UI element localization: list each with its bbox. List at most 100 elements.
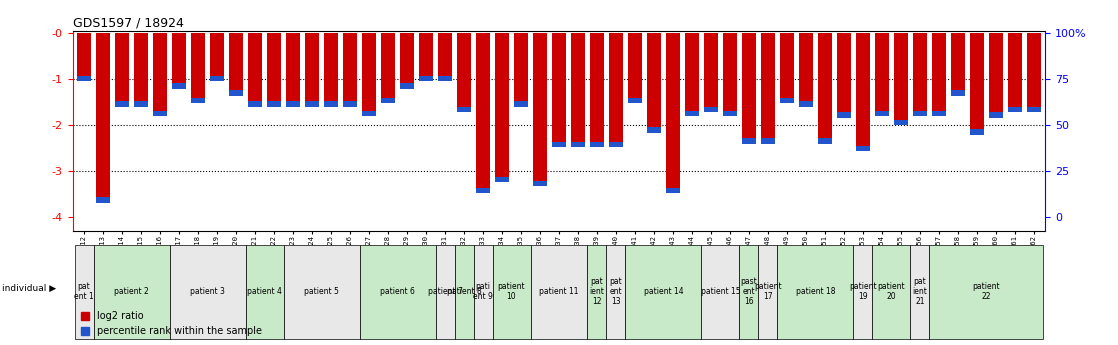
Bar <box>552 142 566 147</box>
Bar <box>362 111 376 116</box>
Text: patient 14: patient 14 <box>644 287 683 296</box>
Bar <box>590 33 604 142</box>
Bar <box>153 111 167 116</box>
Bar <box>96 197 110 203</box>
Bar <box>246 245 284 338</box>
Bar <box>780 33 794 98</box>
Bar <box>701 245 739 338</box>
Text: past
ent
16: past ent 16 <box>740 277 757 306</box>
Bar <box>77 76 91 81</box>
Bar <box>343 33 357 101</box>
Bar <box>951 33 965 90</box>
Legend: log2 ratio, percentile rank within the sample: log2 ratio, percentile rank within the s… <box>77 307 266 340</box>
Text: patient 4: patient 4 <box>247 287 282 296</box>
Bar <box>587 245 606 338</box>
Bar <box>872 245 910 338</box>
Bar <box>1027 33 1041 107</box>
Bar <box>77 33 91 76</box>
Bar <box>989 33 1003 112</box>
Bar <box>628 33 642 98</box>
Bar <box>799 33 813 101</box>
Bar <box>609 142 623 147</box>
Bar <box>438 33 452 76</box>
Bar <box>913 33 927 111</box>
Bar <box>932 111 946 116</box>
Bar <box>191 98 205 103</box>
Text: patient
22: patient 22 <box>973 282 1001 301</box>
Text: patient 6: patient 6 <box>380 287 415 296</box>
Text: pati
ent 9: pati ent 9 <box>473 282 493 301</box>
Bar <box>913 111 927 116</box>
Bar <box>115 101 129 107</box>
Bar <box>400 33 414 83</box>
Bar <box>970 129 984 135</box>
Bar <box>457 107 471 112</box>
Bar <box>1027 107 1041 112</box>
Bar <box>531 245 587 338</box>
Bar <box>267 33 281 101</box>
Bar <box>704 107 718 112</box>
Text: patient 15: patient 15 <box>701 287 740 296</box>
Bar <box>685 33 699 111</box>
Bar <box>666 33 680 188</box>
Text: patient
20: patient 20 <box>878 282 906 301</box>
Bar <box>910 245 929 338</box>
Bar <box>134 33 148 101</box>
Bar <box>248 101 262 107</box>
Bar <box>400 83 414 89</box>
Bar <box>360 245 436 338</box>
Bar <box>267 101 281 107</box>
Bar <box>305 33 319 101</box>
Bar <box>837 33 851 112</box>
Bar <box>856 146 870 151</box>
Bar <box>474 245 493 338</box>
Text: patient
17: patient 17 <box>755 282 781 301</box>
Bar <box>493 245 531 338</box>
Bar <box>172 83 186 89</box>
Bar <box>495 177 509 183</box>
Bar <box>286 101 300 107</box>
Bar <box>305 101 319 107</box>
Bar <box>324 101 338 107</box>
Bar <box>286 33 300 101</box>
Bar <box>647 127 661 133</box>
Bar <box>856 33 870 146</box>
Bar <box>606 245 625 338</box>
Bar <box>894 120 908 125</box>
Bar <box>929 245 1043 338</box>
Bar <box>704 33 718 107</box>
Bar <box>210 33 224 76</box>
Bar <box>343 101 357 107</box>
Bar <box>533 180 547 186</box>
Text: patient 5: patient 5 <box>304 287 339 296</box>
Text: patient 8: patient 8 <box>446 287 482 296</box>
Bar <box>837 112 851 118</box>
Bar <box>742 138 756 144</box>
Bar <box>799 101 813 107</box>
Bar <box>571 33 585 142</box>
Bar <box>436 245 455 338</box>
Text: patient
19: patient 19 <box>850 282 877 301</box>
Text: patient 7: patient 7 <box>427 287 463 296</box>
Bar <box>571 142 585 147</box>
Text: pat
ent
13: pat ent 13 <box>609 277 623 306</box>
Bar <box>170 245 246 338</box>
Bar <box>761 33 775 138</box>
Bar <box>1008 107 1022 112</box>
Bar <box>970 33 984 129</box>
Bar <box>94 245 170 338</box>
Bar <box>666 188 680 194</box>
Text: patient 18: patient 18 <box>796 287 835 296</box>
Bar <box>685 111 699 116</box>
Bar <box>742 33 756 138</box>
Bar <box>153 33 167 111</box>
Bar <box>455 245 474 338</box>
Bar <box>476 33 490 188</box>
Bar <box>1008 33 1022 107</box>
Bar <box>739 245 758 338</box>
Text: GDS1597 / 18924: GDS1597 / 18924 <box>73 17 183 30</box>
Bar <box>894 33 908 120</box>
Bar <box>758 245 777 338</box>
Bar <box>75 245 94 338</box>
Text: pat
ient
21: pat ient 21 <box>912 277 928 306</box>
